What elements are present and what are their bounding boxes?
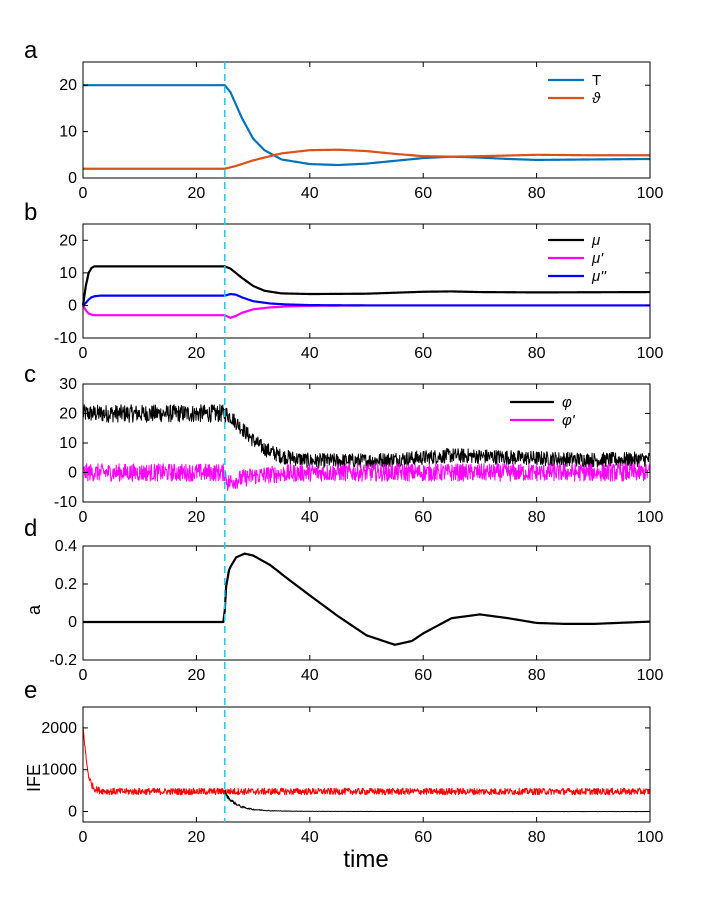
series-line-b-1 xyxy=(82,304,650,319)
xtick-label-b-1: 20 xyxy=(188,345,206,362)
ytick-label-d-0: -0.2 xyxy=(49,652,77,669)
ytick-label-b-3: 20 xyxy=(59,232,77,249)
legend-label-b-1: μ' xyxy=(591,250,604,267)
ytick-label-c-4: 30 xyxy=(59,376,77,393)
ytick-label-d-2: 0.2 xyxy=(55,576,77,593)
xtick-label-c-1: 20 xyxy=(188,509,206,526)
ytick-label-c-0: -10 xyxy=(54,494,77,511)
xtick-label-b-4: 80 xyxy=(528,345,546,362)
ytick-label-e-2: 2000 xyxy=(41,720,77,737)
series-line-a-0 xyxy=(83,84,651,167)
xtick-label-a-3: 60 xyxy=(414,185,432,202)
ytick-label-a-1: 10 xyxy=(59,124,77,141)
ytick-label-b-1: 0 xyxy=(68,297,77,314)
ytick-label-d-3: 0.4 xyxy=(55,538,77,555)
panel-letter-d: d xyxy=(24,515,37,542)
xtick-label-e-4: 80 xyxy=(528,829,546,846)
ytick-label-c-2: 10 xyxy=(59,435,77,452)
legend-label-c-1: φ' xyxy=(562,412,576,429)
ytick-label-b-2: 10 xyxy=(59,265,77,282)
ytick-label-d-1: 0 xyxy=(68,614,77,631)
xtick-label-b-5: 100 xyxy=(637,345,664,362)
legend-label-b-2: μ'' xyxy=(591,268,607,285)
legend-b: μμ'μ'' xyxy=(548,232,607,285)
legend-label-b-0: μ xyxy=(591,232,600,249)
ytick-label-c-3: 20 xyxy=(59,406,77,423)
xtick-label-e-2: 40 xyxy=(301,829,319,846)
series-line-b-2 xyxy=(82,292,650,307)
axes-box-d xyxy=(82,545,651,661)
xtick-label-e-0: 0 xyxy=(79,829,88,846)
xtick-label-d-0: 0 xyxy=(79,667,88,684)
xtick-label-c-3: 60 xyxy=(414,509,432,526)
xtick-label-c-5: 100 xyxy=(637,509,664,526)
ytick-label-e-1: 1000 xyxy=(41,762,77,779)
xtick-label-b-2: 40 xyxy=(301,345,319,362)
xtick-label-a-0: 0 xyxy=(79,185,88,202)
panel-a: 0 20 40 60 80 100 0 10 20 Tϑ xyxy=(59,61,664,202)
series-line-c-1 xyxy=(82,463,651,491)
xtick-label-b-0: 0 xyxy=(79,345,88,362)
axes-box-b xyxy=(82,223,651,339)
ytick-label-a-2: 20 xyxy=(59,77,77,94)
series-line-b-0 xyxy=(81,265,651,306)
xtick-label-a-5: 100 xyxy=(637,185,664,202)
xtick-label-c-0: 0 xyxy=(79,509,88,526)
series-line-d-0 xyxy=(83,552,651,646)
xaxis-title: time xyxy=(343,846,388,873)
legend-c: φφ' xyxy=(510,394,576,429)
xtick-label-d-4: 80 xyxy=(528,667,546,684)
panel-letter-b: b xyxy=(24,199,37,226)
xtick-label-e-1: 20 xyxy=(188,829,206,846)
axes-box-e xyxy=(82,706,651,823)
ytick-label-b-0: -10 xyxy=(54,330,77,347)
axes-box-a xyxy=(82,61,651,179)
legend-a: Tϑ xyxy=(548,72,601,107)
series-line-e-1 xyxy=(224,790,651,813)
xtick-label-e-3: 60 xyxy=(414,829,432,846)
panel-letter-e: e xyxy=(24,677,37,704)
panel-letter-a: a xyxy=(24,37,38,64)
ytick-label-a-0: 0 xyxy=(68,170,77,187)
xtick-label-d-3: 60 xyxy=(414,667,432,684)
series-line-a-1 xyxy=(83,148,650,170)
xtick-label-d-5: 100 xyxy=(637,667,664,684)
legend-label-c-0: φ xyxy=(562,394,572,411)
xtick-label-d-2: 40 xyxy=(301,667,319,684)
legend-label-a-0: T xyxy=(592,72,601,89)
xtick-label-a-1: 20 xyxy=(188,185,206,202)
panel-letter-c: c xyxy=(24,361,36,388)
series-line-e-0 xyxy=(82,725,651,796)
ytick-label-c-1: 0 xyxy=(68,465,77,482)
ylabel-e: IFE xyxy=(24,764,44,792)
xtick-label-c-4: 80 xyxy=(528,509,546,526)
xtick-label-a-2: 40 xyxy=(301,185,319,202)
xtick-label-c-2: 40 xyxy=(301,509,319,526)
xtick-label-e-5: 100 xyxy=(637,829,664,846)
xtick-label-b-3: 60 xyxy=(414,345,432,362)
panel-d: 0 20 40 60 80 100-0.200.20.4 xyxy=(49,538,663,684)
xtick-label-a-4: 80 xyxy=(528,185,546,202)
ylabel-d: a xyxy=(24,604,44,615)
ytick-label-e-0: 0 xyxy=(68,804,77,821)
legend-label-a-1: ϑ xyxy=(592,90,601,107)
xtick-label-d-1: 20 xyxy=(188,667,206,684)
